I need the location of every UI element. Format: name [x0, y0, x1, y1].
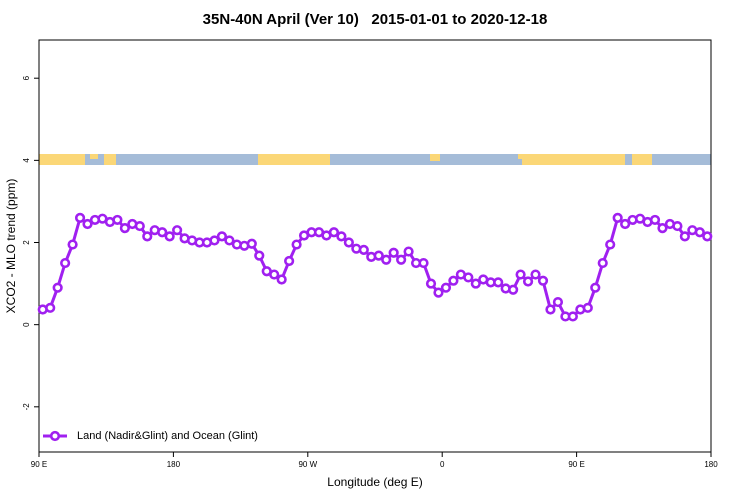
- x-tick-label: 180: [167, 460, 181, 469]
- data-point: [657, 223, 668, 234]
- y-tick-label: -2: [22, 403, 31, 411]
- data-point: [74, 212, 86, 223]
- data-point: [52, 282, 63, 293]
- data-point: [508, 284, 519, 295]
- land-ocean-strip: [39, 154, 711, 165]
- data-point: [112, 214, 123, 226]
- x-axis-label: Longitude (deg E): [327, 475, 422, 489]
- data-point: [60, 257, 71, 269]
- data-point: [597, 257, 608, 269]
- legend-marker: [49, 430, 61, 442]
- data-point: [552, 296, 564, 308]
- data-point: [142, 231, 153, 242]
- data-point: [672, 220, 683, 232]
- data-point: [209, 235, 220, 246]
- data-point: [291, 239, 302, 250]
- x-tick-label: 0: [440, 460, 445, 469]
- y-tick-label: 4: [22, 158, 31, 163]
- x-tick-label: 90 W: [298, 460, 317, 469]
- data-point: [612, 212, 623, 223]
- data-point: [172, 225, 183, 236]
- data-point: [216, 231, 228, 242]
- x-tick-label: 90 E: [568, 460, 584, 469]
- y-tick-label: 6: [22, 75, 31, 80]
- data-point: [702, 231, 713, 242]
- data-point: [358, 244, 369, 256]
- data-point: [582, 302, 593, 313]
- data-point: [269, 269, 280, 280]
- data-point: [157, 227, 168, 238]
- data-point: [537, 275, 549, 286]
- data-point: [590, 282, 601, 293]
- data-point: [246, 238, 257, 249]
- data-point: [440, 282, 452, 293]
- data-point: [679, 231, 690, 242]
- data-point: [224, 235, 235, 246]
- data-point: [381, 254, 392, 265]
- data-point: [388, 247, 399, 258]
- data-point: [328, 227, 340, 238]
- data-point: [545, 304, 556, 315]
- data-point: [164, 231, 175, 242]
- chart-title: 35N-40N April (Ver 10) 2015-01-01 to 202…: [203, 11, 548, 28]
- data-point: [336, 231, 347, 242]
- data-point: [620, 218, 631, 230]
- y-tick-label: 2: [22, 240, 31, 245]
- data-point: [403, 246, 414, 257]
- data-point: [119, 223, 130, 234]
- data-point: [433, 287, 444, 298]
- data-line: [42, 216, 708, 318]
- x-tick-label: 90 E: [31, 460, 47, 469]
- legend-label: Land (Nadir&Glint) and Ocean (Glint): [77, 430, 258, 442]
- y-tick-label: 0: [22, 322, 31, 327]
- data-point: [425, 278, 437, 289]
- data-point: [649, 214, 661, 226]
- plot-frame: [38, 39, 712, 453]
- data-point: [418, 257, 429, 269]
- data-point: [373, 250, 384, 261]
- data-point: [134, 220, 145, 232]
- data-point: [254, 250, 265, 261]
- data-point: [522, 276, 534, 287]
- data-point: [515, 269, 526, 280]
- data-point: [530, 269, 541, 280]
- data-point: [276, 274, 287, 285]
- data-point: [493, 277, 504, 288]
- data-point: [605, 239, 616, 250]
- data-point: [694, 227, 705, 238]
- data-point: [343, 237, 354, 248]
- data-point: [463, 272, 474, 283]
- data-point: [284, 255, 295, 267]
- data-point: [45, 302, 56, 313]
- x-tick-label: 180: [704, 460, 718, 469]
- data-point: [470, 278, 481, 289]
- data-point: [567, 311, 578, 322]
- data-point: [448, 275, 459, 286]
- data-point: [82, 218, 93, 230]
- data-point: [67, 239, 78, 250]
- y-axis-label: XCO2 - MLO trend (ppm): [4, 179, 18, 314]
- data-point: [396, 254, 407, 265]
